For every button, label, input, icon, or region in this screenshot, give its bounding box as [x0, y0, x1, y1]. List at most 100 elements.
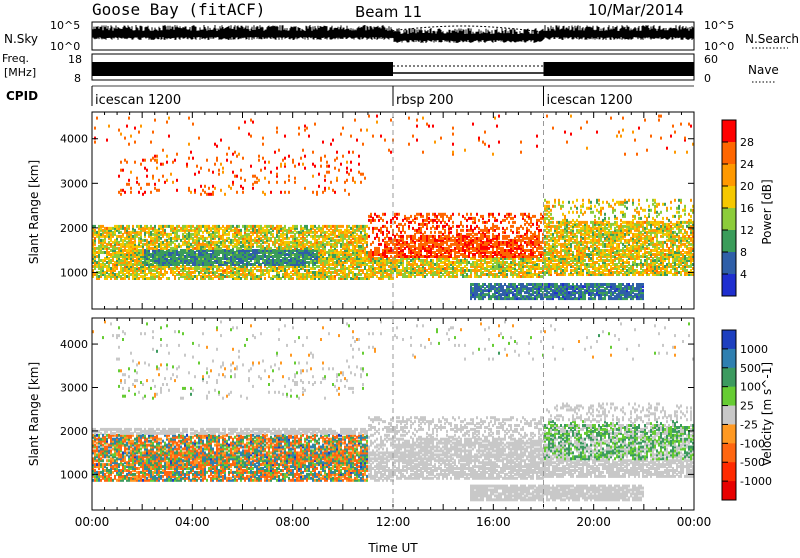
heatmap-cell	[168, 117, 170, 120]
heatmap-cell	[138, 183, 140, 186]
heatmap-cell	[166, 239, 168, 242]
heatmap-cell	[468, 269, 470, 272]
heatmap-cell	[318, 241, 320, 244]
heatmap-cell	[388, 231, 390, 234]
heatmap-cell	[268, 237, 270, 240]
heatmap-cell	[290, 245, 292, 248]
heatmap-cell	[410, 259, 412, 262]
heatmap-cell	[400, 223, 402, 226]
heatmap-cell	[120, 225, 122, 228]
heatmap-cell	[514, 251, 516, 254]
heatmap-cell	[146, 273, 148, 276]
heatmap-cell	[516, 235, 518, 238]
noise-right-tick-bottom: 10^0	[704, 40, 734, 53]
heatmap-cell	[134, 141, 136, 144]
heatmap-cell	[378, 237, 380, 240]
heatmap-cell	[276, 181, 278, 184]
heatmap-cell	[158, 189, 160, 192]
heatmap-cell	[142, 193, 144, 196]
heatmap-cell	[96, 117, 98, 120]
heatmap-cell	[470, 251, 472, 254]
heatmap-cell	[244, 179, 246, 182]
heatmap-cell	[212, 171, 214, 174]
heatmap-cell	[484, 225, 486, 228]
heatmap-cell	[494, 273, 496, 276]
heatmap-cell	[330, 237, 332, 240]
heatmap-cell	[350, 249, 352, 252]
heatmap-cell	[460, 229, 462, 232]
heatmap-cell	[374, 247, 376, 250]
heatmap-cell	[224, 193, 226, 196]
heatmap-cell	[394, 213, 396, 216]
heatmap-cell	[112, 227, 114, 230]
heatmap-cell	[256, 275, 258, 278]
heatmap-cell	[404, 247, 406, 250]
heatmap-cell	[328, 225, 330, 228]
heatmap-cell	[456, 265, 458, 268]
heatmap-cell	[228, 271, 230, 274]
heatmap-cell	[326, 225, 328, 228]
heatmap-cell	[324, 155, 326, 158]
heatmap-cell	[354, 181, 356, 184]
heatmap-cell	[220, 247, 222, 250]
heatmap-cell	[118, 235, 120, 238]
heatmap-cell	[438, 213, 440, 216]
heatmap-cell	[460, 259, 462, 262]
heatmap-cell	[350, 239, 352, 242]
heatmap-cell	[126, 241, 128, 244]
heatmap-cell	[102, 251, 104, 254]
heatmap-cell	[374, 227, 376, 230]
heatmap-cell	[386, 255, 388, 258]
heatmap-cell	[108, 251, 110, 254]
heatmap-cell	[274, 237, 276, 240]
heatmap-cell	[358, 277, 360, 280]
heatmap-cell	[504, 249, 506, 252]
heatmap-cell	[272, 241, 274, 244]
heatmap-cell	[214, 143, 216, 146]
heatmap-cell	[292, 249, 294, 252]
heatmap-cell	[326, 267, 328, 270]
heatmap-cell	[118, 271, 120, 274]
heatmap-cell	[178, 271, 180, 274]
heatmap-cell	[470, 247, 472, 250]
heatmap-cell	[490, 227, 492, 230]
heatmap-cell	[218, 169, 220, 172]
heatmap-cell	[356, 237, 358, 240]
heatmap-cell	[326, 231, 328, 234]
heatmap-cell	[208, 169, 210, 172]
heatmap-cell	[200, 167, 202, 170]
heatmap-cell	[208, 193, 210, 196]
heatmap-cell	[370, 219, 372, 222]
heatmap-cell	[510, 229, 512, 232]
heatmap-cell	[450, 267, 452, 270]
heatmap-cell	[300, 273, 302, 276]
heatmap-cell	[498, 213, 500, 216]
heatmap-cell	[288, 191, 290, 194]
heatmap-cell	[250, 135, 252, 138]
heatmap-cell	[462, 243, 464, 246]
heatmap-cell	[290, 241, 292, 244]
heatmap-cell	[184, 273, 186, 276]
heatmap-cell	[446, 255, 448, 258]
heatmap-cell	[264, 167, 266, 170]
heatmap-cell	[232, 233, 234, 236]
heatmap-cell	[108, 273, 110, 276]
heatmap-cell	[100, 233, 102, 236]
heatmap-cell	[292, 257, 294, 260]
heatmap-cell	[334, 261, 336, 264]
heatmap-cell	[94, 229, 96, 232]
heatmap-cell	[436, 221, 438, 224]
heatmap-cell	[284, 157, 286, 160]
heatmap-cell	[390, 247, 392, 250]
heatmap-cell	[384, 225, 386, 228]
heatmap-cell	[324, 179, 326, 182]
heatmap-cell	[440, 221, 442, 224]
heatmap-cell	[406, 275, 408, 278]
heatmap-cell	[472, 221, 474, 224]
heatmap-cell	[478, 293, 480, 296]
heatmap-cell	[390, 255, 392, 258]
heatmap-cell	[128, 117, 130, 120]
heatmap-cell	[128, 143, 130, 146]
heatmap-cell	[120, 189, 122, 192]
heatmap-cell	[192, 237, 194, 240]
